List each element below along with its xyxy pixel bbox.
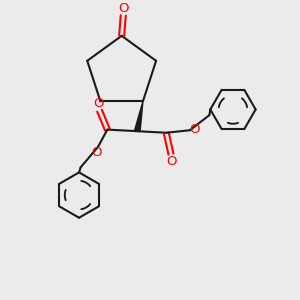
Text: O: O bbox=[189, 123, 200, 136]
Polygon shape bbox=[134, 101, 143, 132]
Text: O: O bbox=[94, 97, 104, 110]
Text: O: O bbox=[166, 155, 177, 168]
Text: O: O bbox=[118, 2, 129, 15]
Text: O: O bbox=[92, 146, 102, 159]
